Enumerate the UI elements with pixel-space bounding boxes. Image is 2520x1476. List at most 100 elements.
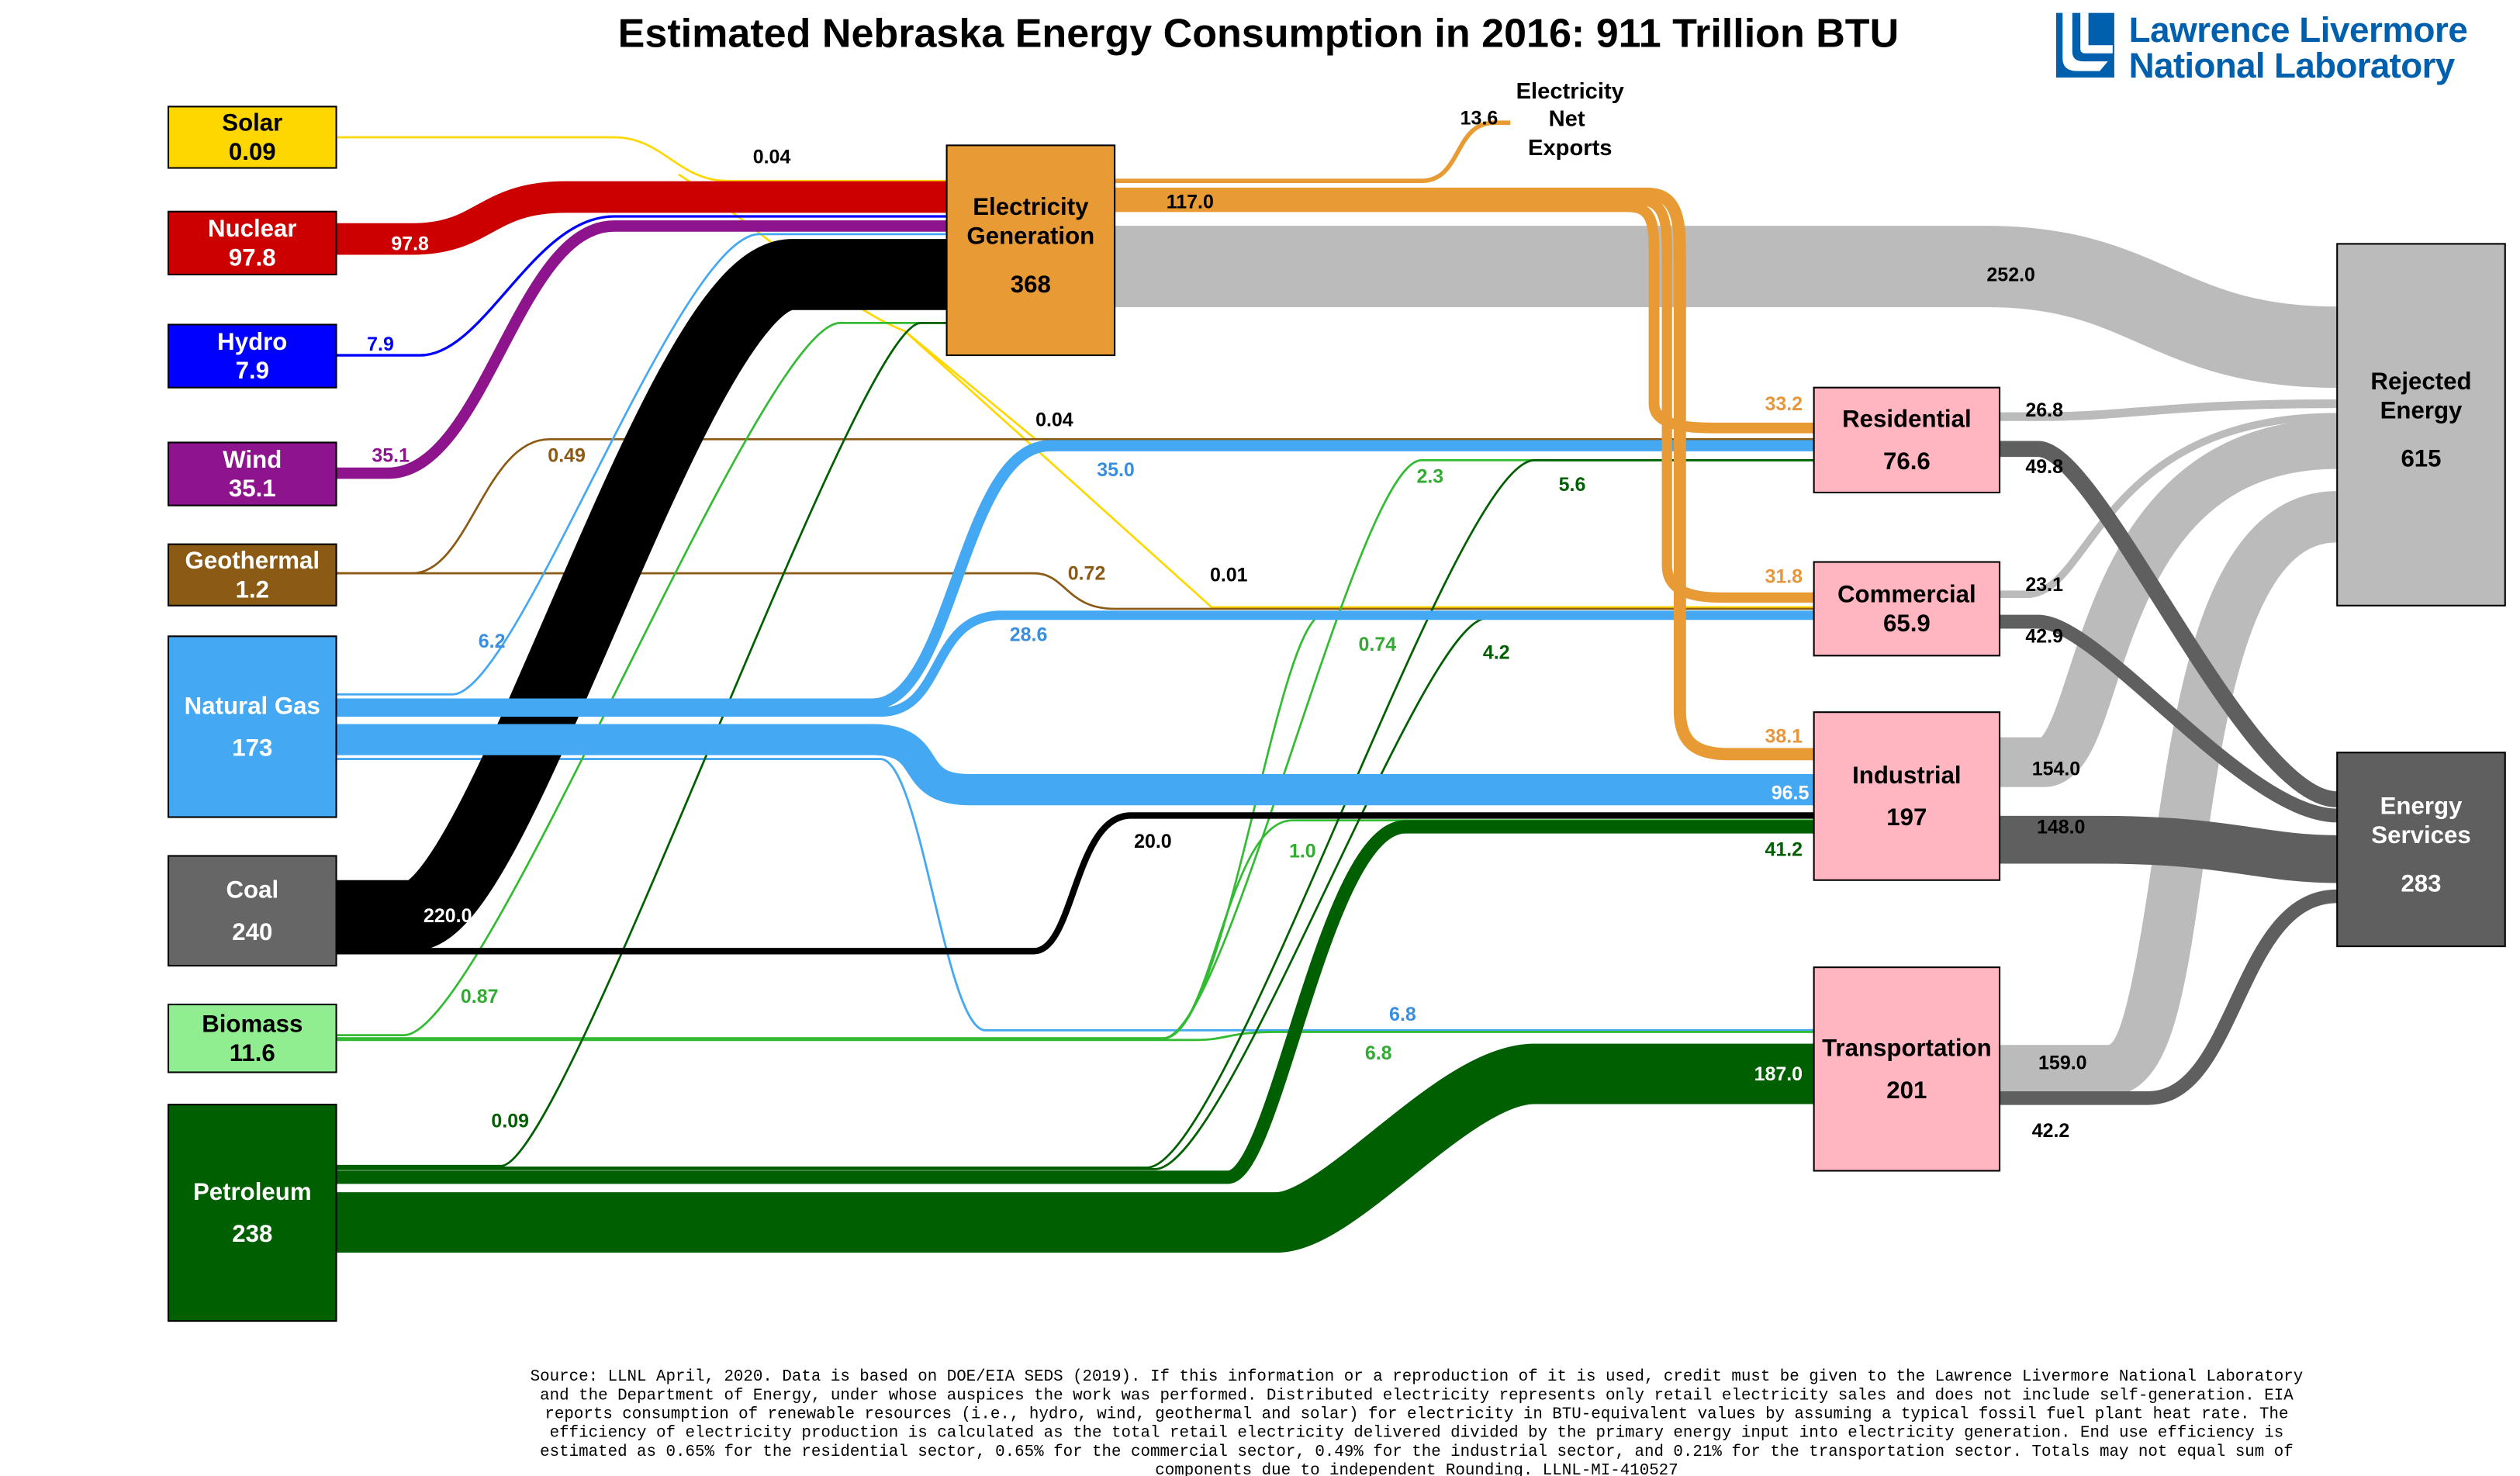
flow-label: 6.8 (1365, 1042, 1392, 1064)
flow-industrial-to-rejected (2000, 419, 2338, 787)
flow-transportation-to-services (2000, 889, 2338, 1105)
node-name-line: Generation (966, 222, 1094, 249)
node-value: 7.9 (236, 357, 269, 384)
flow-residential-to-rejected (2000, 399, 2338, 421)
flow-label: 31.8 (1765, 566, 1803, 588)
node-name: Residential (1842, 406, 1972, 433)
footnote-line: Source: LLNL April, 2020. Data is based … (531, 1368, 2304, 1386)
node-name-line: Services (2371, 821, 2470, 849)
flow-label: 1.0 (1289, 841, 1316, 862)
node-box (167, 1104, 337, 1322)
node-box (167, 543, 337, 607)
flow-electricity-to-industrial (1115, 187, 1814, 761)
flow-commercial-to-services (2000, 614, 2338, 823)
node-box (1813, 561, 2001, 657)
flows (336, 120, 2339, 1253)
node-box (167, 210, 337, 275)
node-value: 197 (1886, 804, 1927, 831)
node-value: 615 (2401, 445, 2441, 472)
flow-natural_gas-to-transportation (336, 758, 1814, 1032)
flow-label: 252.0 (1986, 264, 2034, 285)
flow-label: 26.8 (2025, 399, 2063, 421)
flow-label: 220.0 (423, 905, 472, 927)
node-box (1813, 386, 2001, 494)
electricity-delivered-label: 117.0 (1167, 192, 1214, 213)
node-value: 173 (232, 734, 272, 761)
node-name: Hydro (217, 328, 287, 355)
flow-natural_gas-to-industrial (336, 724, 1814, 806)
flow-label: 49.8 (2025, 456, 2063, 478)
flow-label: 0.72 (1068, 562, 1106, 584)
node-box (167, 635, 337, 818)
node-industrial: Industrial 197 (1813, 711, 2001, 881)
flow-industrial-to-services (2000, 815, 2338, 883)
footnote-line: estimated as 0.65% for the residential s… (540, 1443, 2294, 1461)
flow-label: 0.09 (491, 1110, 529, 1132)
node-box (945, 144, 1116, 357)
node-name-line: Electricity (973, 193, 1089, 220)
node-coal: Coal 240 (167, 855, 337, 967)
exports-label: Electricity Net Exports (1516, 79, 1625, 161)
node-name-line: Energy (2380, 792, 2463, 819)
node-value: 368 (1011, 271, 1051, 298)
node-name: Nuclear (208, 215, 297, 242)
flow-biomass-to-electricity (336, 322, 947, 1036)
node-name: Coal (226, 876, 278, 904)
node-natural-gas: Natural Gas 173 (167, 635, 337, 818)
node-value: 97.8 (229, 244, 276, 271)
flow-label: 0.04 (753, 146, 791, 168)
flow-label: 4.2 (1483, 641, 1510, 663)
node-value: 35.1 (229, 475, 276, 502)
node-name: Industrial (1852, 762, 1961, 789)
nodes: Solar0.09Nuclear97.8Hydro7.9Wind35.1Geot… (167, 105, 2506, 1322)
flow-label: 154.0 (2032, 758, 2080, 779)
node-name: Geothermal (185, 547, 320, 574)
flow-coal-to-industrial (336, 812, 1814, 955)
node-value: 1.2 (236, 576, 269, 603)
flow-label: 0.49 (548, 444, 586, 466)
node-box (167, 323, 337, 389)
node-box (167, 105, 337, 169)
flow-natural_gas-to-residential (336, 440, 1814, 710)
flow-geothermal-to-commercial (336, 572, 1814, 610)
flow-label: 187.0 (1754, 1063, 1803, 1085)
flow-solar-to-commercial (904, 330, 1814, 609)
node-value: 238 (232, 1220, 272, 1247)
flow-electricity-to-rejected (1115, 226, 2338, 389)
node-box (1813, 966, 2001, 1172)
node-transportation: Transportation 201 (1813, 966, 2001, 1172)
node-box (2336, 243, 2506, 607)
flow-label: 97.8 (391, 233, 429, 255)
flow-label: 0.74 (1359, 634, 1397, 655)
flow-petroleum-to-transportation (336, 1043, 1814, 1253)
flow-natural_gas-to-electricity (336, 233, 947, 696)
flow-natural_gas-to-commercial (336, 610, 1814, 717)
flow-biomass-to-transportation (336, 1031, 1814, 1042)
flow-biomass-to-industrial (336, 819, 1814, 1040)
node-name: Commercial (1837, 581, 1976, 608)
flow-electricity-to-exports (1115, 120, 1511, 184)
llnl-logo: Lawrence Livermore National Laboratory (2055, 10, 2468, 85)
flow-label: 5.6 (1559, 474, 1586, 496)
node-value: 76.6 (1883, 448, 1931, 475)
flow-transportation-to-rejected (2000, 491, 2339, 1097)
flow-label: 13.6 (1460, 107, 1499, 129)
flow-label: 6.8 (1389, 1004, 1416, 1025)
node-box (2336, 752, 2506, 948)
node-residential: Residential 76.6 (1813, 386, 2001, 494)
logo-line1: Lawrence Livermore (2129, 10, 2468, 50)
flow-label: 23.1 (2025, 574, 2063, 596)
footnote-line: components due to independent Rounding. … (1155, 1462, 1678, 1476)
node-box (167, 1003, 337, 1073)
node-value: 240 (232, 918, 272, 945)
flow-label: 7.9 (367, 334, 394, 355)
